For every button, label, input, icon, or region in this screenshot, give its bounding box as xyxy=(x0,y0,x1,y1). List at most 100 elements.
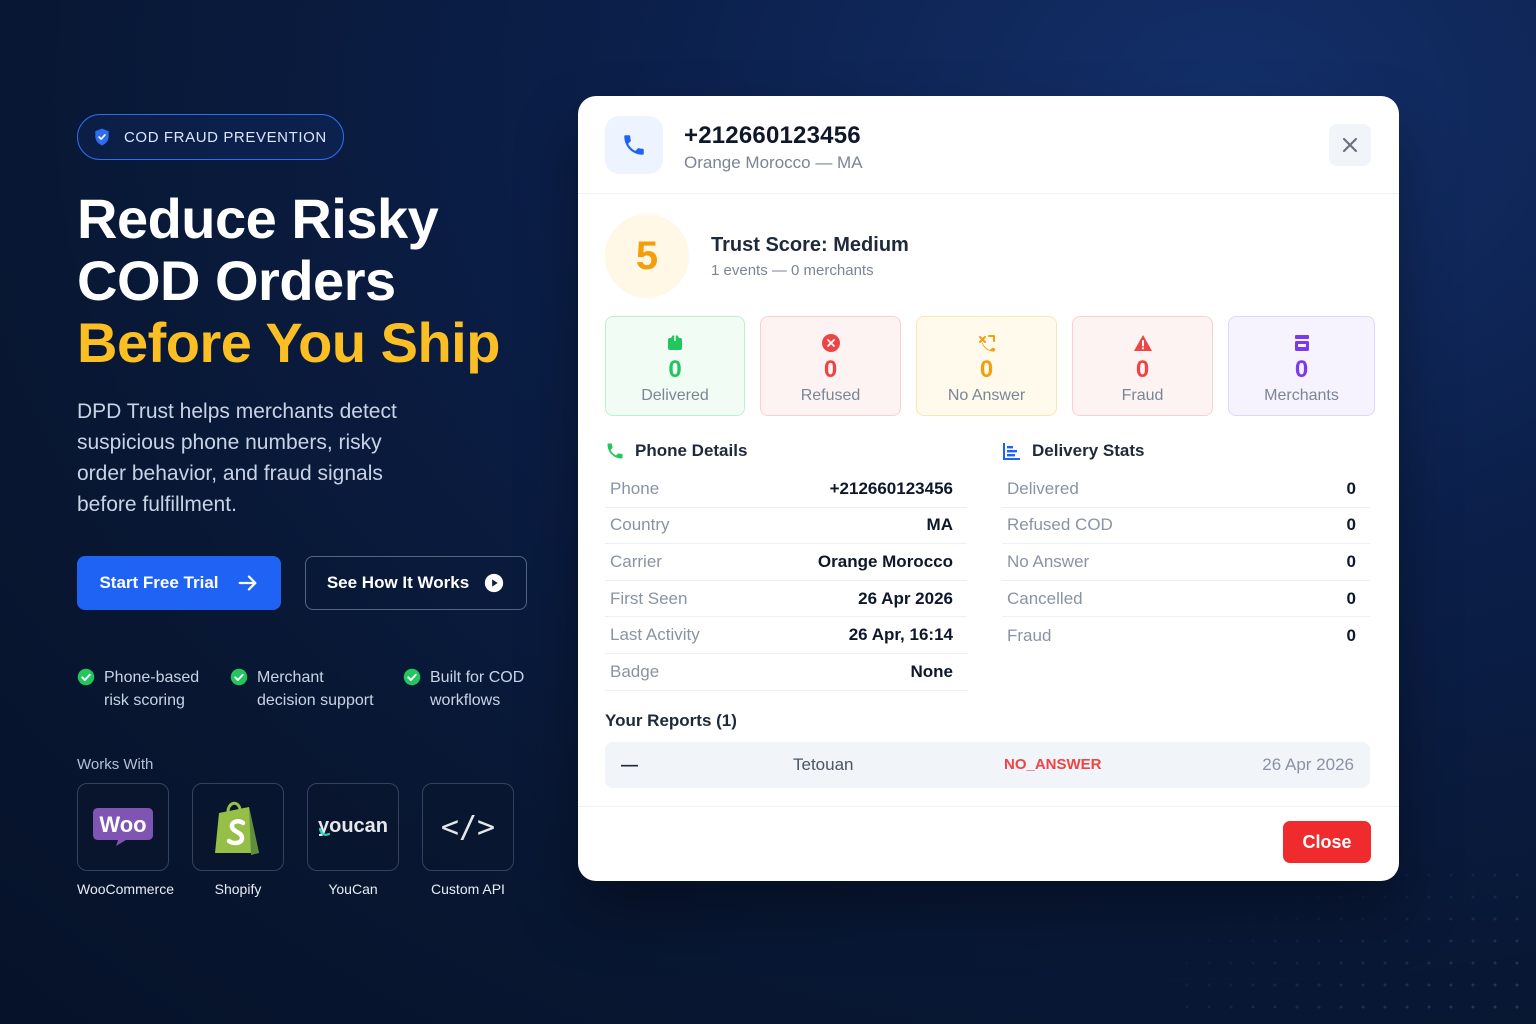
shopify-logo-box xyxy=(192,783,284,871)
report-city: Tetouan xyxy=(793,755,854,774)
feature-line: Merchant xyxy=(257,669,324,686)
hero-headline: Reduce Risky COD Orders Before You Ship xyxy=(77,188,547,374)
hero-badge-label: COD FRAUD PREVENTION xyxy=(124,128,327,146)
table-row: Carrier Orange Morocco xyxy=(605,544,967,581)
phone-icon xyxy=(607,443,623,459)
svg-text:Woo: Woo xyxy=(99,812,146,837)
stat-label: No Answer xyxy=(947,387,1026,404)
headline-line-3: Before You Ship xyxy=(77,311,500,374)
trust-score-value: 5 xyxy=(605,214,689,298)
feature-item: Built for COD workflows xyxy=(403,666,543,712)
close-icon xyxy=(1342,137,1358,153)
phone-details-modal: +212660123456 Orange Morocco — MA 5 Trus… xyxy=(578,96,1399,881)
stat-value: 0 xyxy=(823,356,838,383)
modal-phone-number: +212660123456 xyxy=(684,122,861,149)
table-row: Last Activity 26 Apr, 16:14 xyxy=(605,617,967,654)
report-status-badge: NO_ANSWER xyxy=(1004,756,1102,773)
integrations-list: Woo WooCommerce Shopify youcan xyxy=(77,783,547,897)
background-dot-pattern xyxy=(1176,864,1536,1024)
works-with-title: Works With xyxy=(77,756,154,773)
integration-name: Custom API xyxy=(431,881,505,897)
phone-icon xyxy=(624,135,644,155)
feature-list: Phone-based risk scoring Merchant decision… xyxy=(77,666,547,712)
arrow-right-icon xyxy=(238,575,256,591)
custom-api-logo-box: </> xyxy=(422,783,514,871)
feature-line: risk scoring xyxy=(104,692,185,709)
stat-card-fraud: 0 Fraud xyxy=(1072,316,1213,416)
see-how-it-works-label: See How It Works xyxy=(326,573,470,592)
stat-value: 0 xyxy=(1294,356,1309,383)
integration-woocommerce[interactable]: Woo WooCommerce xyxy=(77,783,174,897)
hero-ctas: Start Free Trial See How It Works xyxy=(77,556,547,610)
modal-carrier-line: Orange Morocco — MA xyxy=(684,153,863,172)
shield-icon xyxy=(95,128,109,146)
table-row: Refused COD 0 xyxy=(1002,508,1370,545)
integration-youcan[interactable]: youcan YouCan xyxy=(307,783,399,897)
svg-text:youcan: youcan xyxy=(318,815,388,837)
stat-card-refused: 0 Refused xyxy=(760,316,901,416)
code-brackets-icon: </> xyxy=(441,810,495,845)
trust-score-title: Trust Score: Medium xyxy=(711,233,909,256)
x-circle-icon xyxy=(821,334,840,352)
phone-badge xyxy=(605,116,663,174)
table-row: First Seen 26 Apr 2026 xyxy=(605,581,967,618)
check-circle-icon xyxy=(77,668,95,686)
modal-footer: Close xyxy=(578,806,1399,881)
woocommerce-logo-box: Woo xyxy=(77,783,169,871)
table-row: Cancelled 0 xyxy=(1002,581,1370,618)
see-how-it-works-button[interactable]: See How It Works xyxy=(305,556,527,610)
trust-score-subtitle: 1 events — 0 merchants xyxy=(711,261,874,279)
integration-name: YouCan xyxy=(328,881,378,897)
check-circle-icon xyxy=(403,668,421,686)
start-free-trial-button[interactable]: Start Free Trial xyxy=(77,556,281,610)
modal-close-x-button[interactable] xyxy=(1329,124,1371,166)
feature-line: decision support xyxy=(257,692,374,709)
table-row: Country MA xyxy=(605,508,967,545)
store-icon xyxy=(1294,335,1309,351)
report-row[interactable]: — Tetouan NO_ANSWER 26 Apr 2026 xyxy=(605,742,1370,788)
stat-card-delivered: 0 Delivered xyxy=(605,316,745,416)
youcan-logo-box: youcan xyxy=(307,783,399,871)
play-circle-icon xyxy=(485,573,504,593)
svg-text:</>: </> xyxy=(441,810,495,845)
integration-shopify[interactable]: Shopify xyxy=(192,783,284,897)
table-row: No Answer 0 xyxy=(1002,544,1370,581)
phone-details-title: Phone Details xyxy=(605,441,747,461)
start-free-trial-label: Start Free Trial xyxy=(99,573,219,592)
hero-section: COD FRAUD PREVENTION Reduce Risky COD Or… xyxy=(77,114,547,897)
feature-item: Phone-based risk scoring xyxy=(77,666,230,712)
modal-header: +212660123456 Orange Morocco — MA xyxy=(578,96,1399,194)
table-row: Badge None xyxy=(605,654,967,691)
report-date: 26 Apr 2026 xyxy=(1262,755,1354,774)
stat-label: Refused xyxy=(800,387,861,404)
stat-card-no-answer: 0 No Answer xyxy=(916,316,1057,416)
woocommerce-logo-icon: Woo xyxy=(93,808,153,846)
bar-chart-icon xyxy=(1003,443,1020,460)
warning-triangle-icon xyxy=(1133,335,1152,351)
youcan-logo-icon: youcan xyxy=(318,815,388,837)
feature-line: workflows xyxy=(430,692,501,709)
delivery-stats-table: Delivered 0 Refused COD 0 No Answer 0 Cance… xyxy=(1002,471,1370,654)
package-icon xyxy=(668,335,682,350)
stat-label: Fraud xyxy=(1121,387,1164,404)
report-dash: — xyxy=(621,755,638,774)
integration-name: Shopify xyxy=(214,881,262,897)
stat-value: 0 xyxy=(1135,356,1150,383)
table-row: Fraud 0 xyxy=(1007,625,1356,645)
stat-cards: 0 Delivered 0 Refused 0 No Answer 0 Frau… xyxy=(605,316,1375,416)
shopify-bag-icon xyxy=(215,801,259,855)
close-button[interactable]: Close xyxy=(1283,821,1371,863)
reports-title: Your Reports (1) xyxy=(605,711,737,730)
integration-custom-api[interactable]: </> Custom API xyxy=(422,783,514,897)
phone-missed-icon xyxy=(978,335,995,352)
hero-description: DPD Trust helps merchants detect suspici… xyxy=(77,400,397,516)
hero-badge: COD FRAUD PREVENTION xyxy=(77,114,344,160)
headline-line-1: Reduce Risky xyxy=(77,187,439,250)
feature-item: Merchant decision support xyxy=(230,666,403,712)
feature-line: Built for COD xyxy=(430,669,525,686)
stat-label: Merchants xyxy=(1264,387,1339,404)
delivery-stats-title: Delivery Stats xyxy=(1002,441,1144,461)
phone-details-table: Phone +212660123456 Country MA Carrier Oran… xyxy=(605,471,967,691)
feature-line: Phone-based xyxy=(104,669,200,686)
integration-name: WooCommerce xyxy=(77,881,174,897)
